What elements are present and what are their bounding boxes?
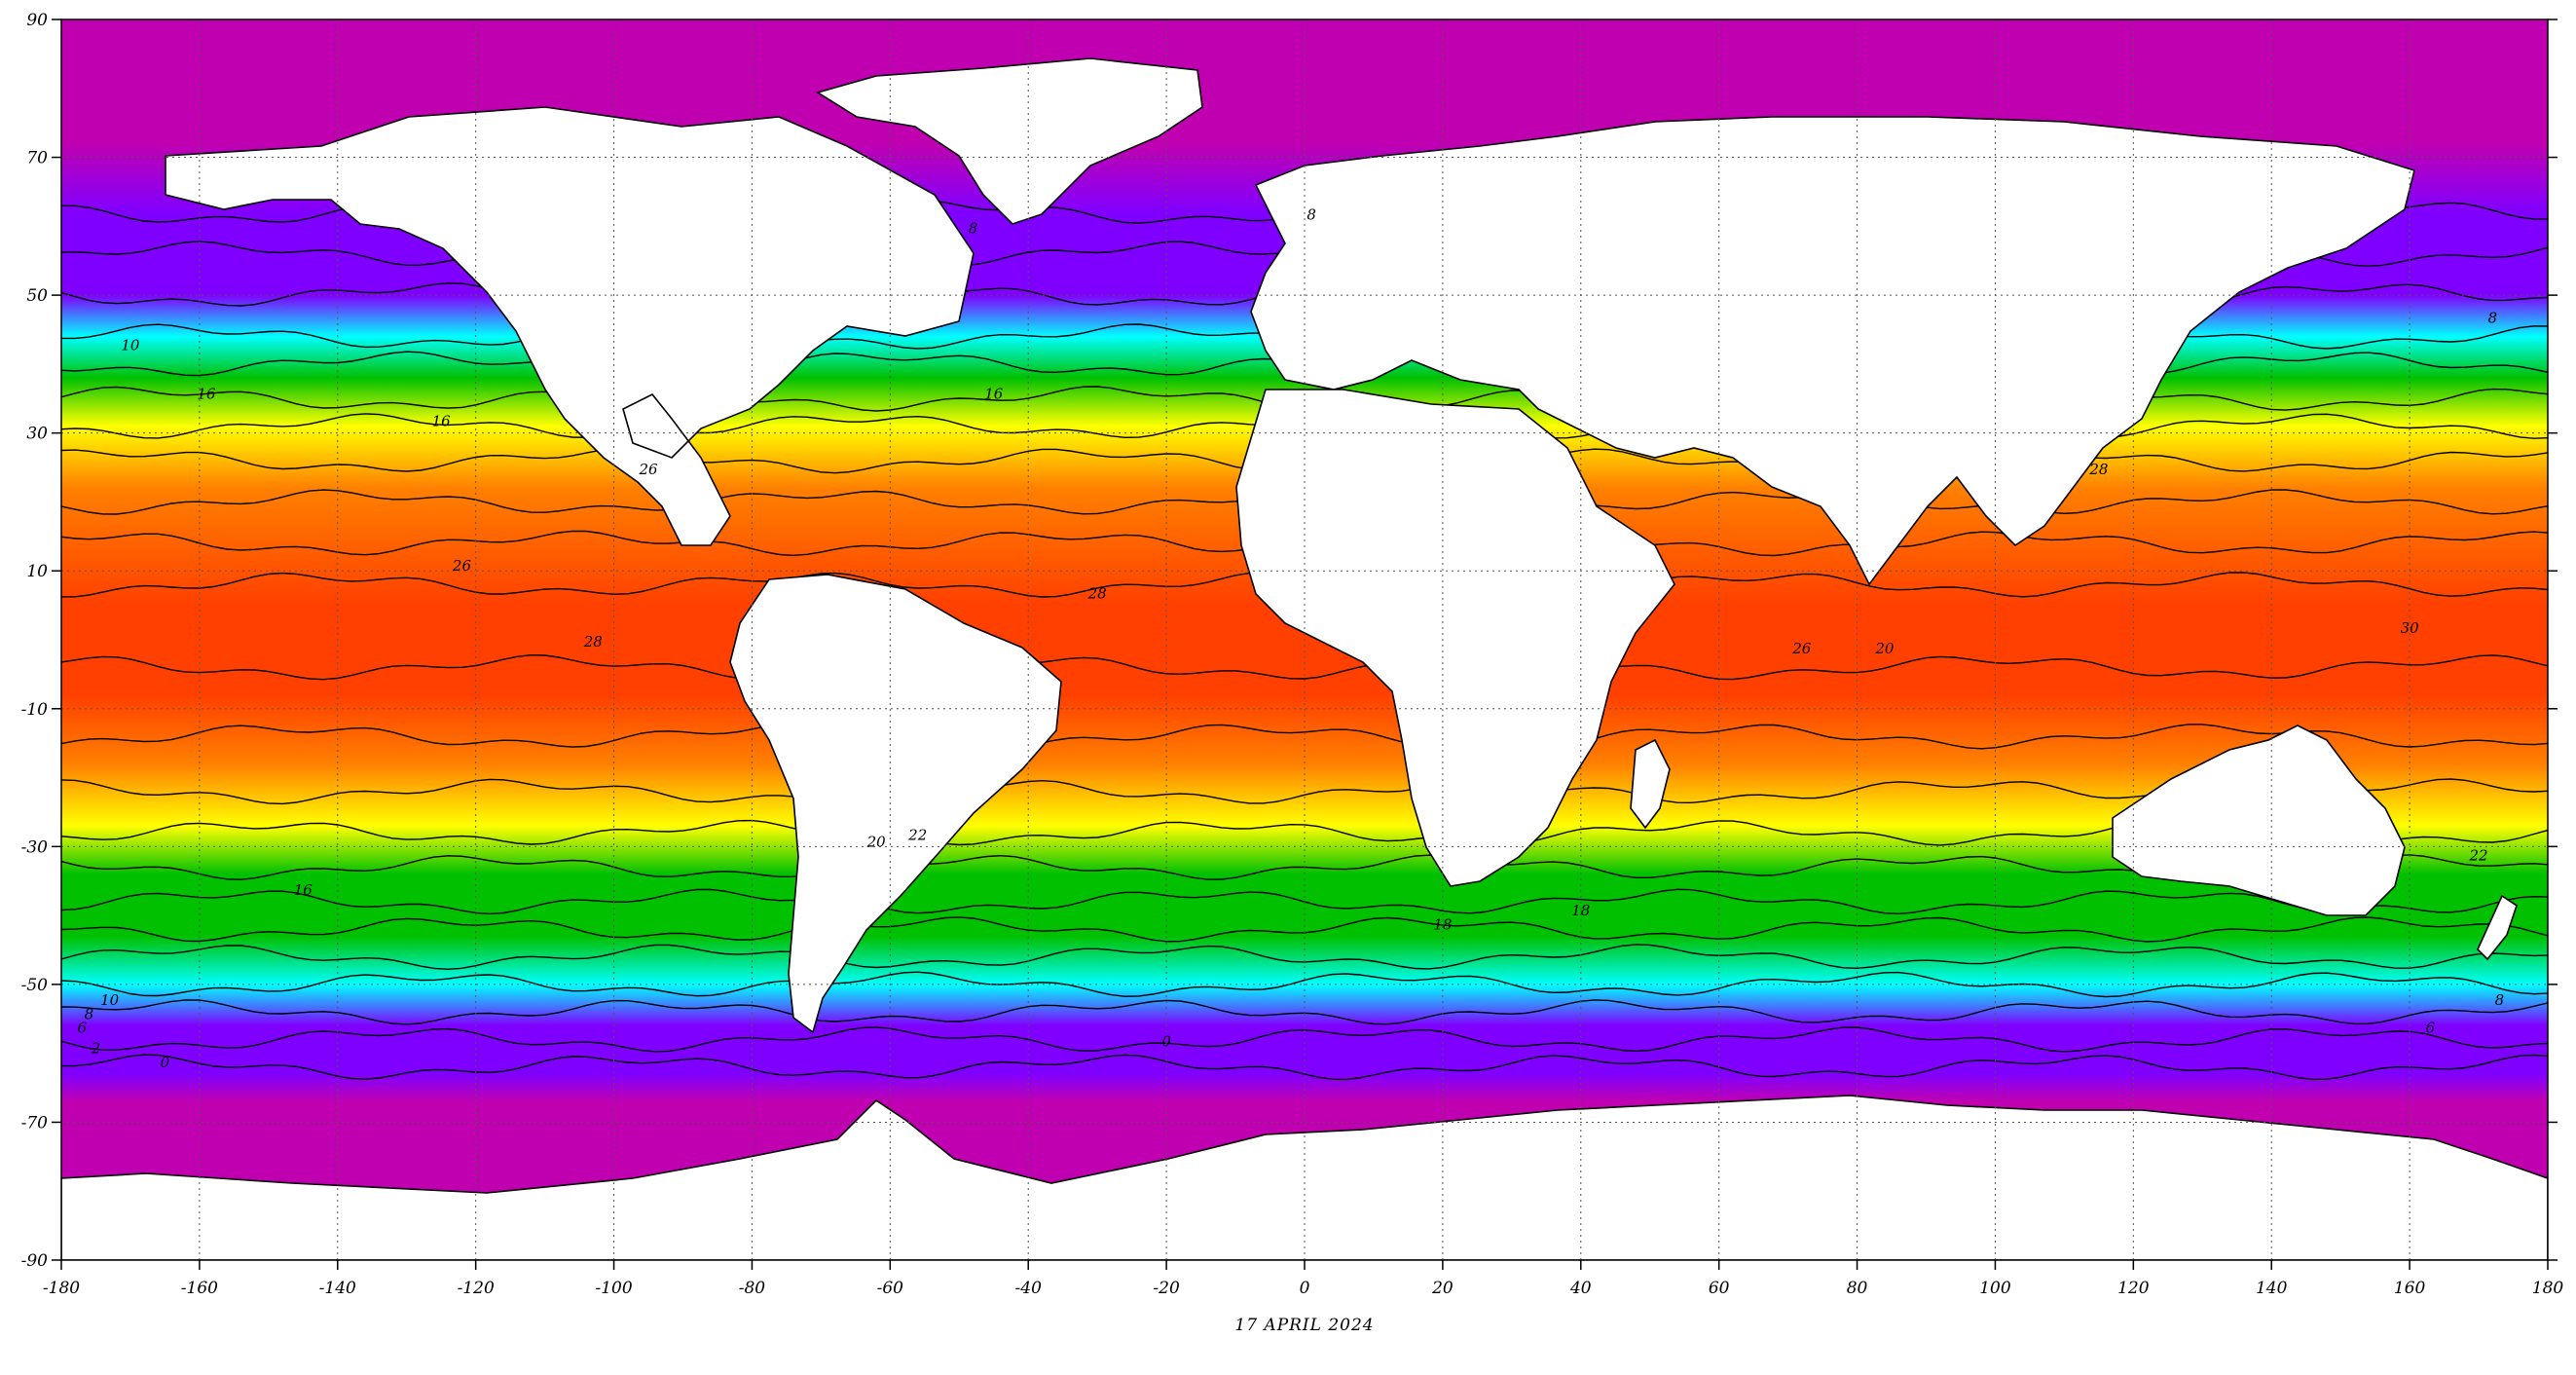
isotherm-value-label: 28 xyxy=(583,633,603,650)
x-tick-label: 80 xyxy=(1847,1279,1868,1298)
y-tick-label: -30 xyxy=(21,837,49,857)
isotherm-value-label: 0 xyxy=(1161,1033,1171,1051)
isotherm-value-label: 6 xyxy=(78,1019,88,1036)
isotherm-value-label: 16 xyxy=(294,881,313,899)
isotherm-value-label: 10 xyxy=(100,991,120,1009)
y-tick-label: -50 xyxy=(21,976,49,995)
x-tick-label: -140 xyxy=(319,1279,356,1298)
isotherm-line xyxy=(61,971,2548,998)
x-tick-label: 180 xyxy=(2532,1279,2564,1298)
isotherm-value-label: 8 xyxy=(969,219,978,237)
plot-frame xyxy=(60,19,2549,1261)
y-tick-label: 50 xyxy=(26,286,48,306)
isotherm-value-label: 8 xyxy=(85,1005,94,1022)
isotherm-value-label: 26 xyxy=(1791,640,1812,657)
y-tick-label: 30 xyxy=(26,425,48,444)
isotherm-line xyxy=(61,724,2548,750)
north-america-landmass xyxy=(165,106,975,546)
x-tick-label: -80 xyxy=(739,1279,766,1298)
y-tick-label: -10 xyxy=(21,700,49,720)
isotherm-value-label: 20 xyxy=(866,833,887,850)
australia-landmass xyxy=(2112,725,2406,916)
africa-landmass xyxy=(1235,389,1675,887)
x-tick-label: -100 xyxy=(595,1279,632,1298)
new-zealand-landmass xyxy=(2477,894,2518,961)
x-tick-label: -120 xyxy=(458,1279,495,1298)
x-tick-label: 0 xyxy=(1300,1279,1310,1298)
x-tick-label: 160 xyxy=(2394,1279,2426,1298)
isotherm-line xyxy=(61,653,2548,681)
greenland-landmass xyxy=(816,57,1203,225)
x-tick-label: 20 xyxy=(1431,1279,1454,1298)
isotherm-value-label: 18 xyxy=(1433,915,1452,933)
x-tick-label: -40 xyxy=(1015,1279,1043,1298)
y-tick-label: 70 xyxy=(26,149,48,168)
isotherm-value-label: 30 xyxy=(2401,619,2420,637)
isotherm-value-label: 8 xyxy=(2495,991,2505,1009)
isotherm-value-label: 18 xyxy=(1571,902,1590,919)
isotherm-value-label: 28 xyxy=(2088,461,2108,478)
date-label: 17 APRIL 2024 xyxy=(1234,1316,1374,1335)
x-tick-label: -20 xyxy=(1153,1279,1180,1298)
isotherm-value-label: 10 xyxy=(121,337,140,354)
isotherm-value-label: 22 xyxy=(907,826,927,843)
isotherm-value-label: 8 xyxy=(1306,205,1316,223)
isotherm-value-label: 28 xyxy=(1087,585,1107,603)
x-tick-label: -160 xyxy=(181,1279,218,1298)
eurasia-landmass xyxy=(1250,116,2415,586)
isotherm-value-label: 22 xyxy=(2469,846,2488,864)
isotherm-value-label: 26 xyxy=(638,461,658,478)
landmasses xyxy=(61,57,2548,1260)
isotherm-value-label: 6 xyxy=(2426,1019,2436,1036)
x-tick-label: -60 xyxy=(877,1279,904,1298)
y-tick-label: 90 xyxy=(26,11,48,30)
isotherm-value-label: 16 xyxy=(197,385,216,402)
x-tick-label: -180 xyxy=(43,1279,80,1298)
graticule xyxy=(61,19,2548,1260)
isotherm-value-label: 0 xyxy=(161,1054,170,1071)
y-tick-label: 10 xyxy=(26,562,48,581)
x-tick-label: 140 xyxy=(2256,1279,2288,1298)
isotherm-value-label: 20 xyxy=(1874,640,1895,657)
y-tick-label: -70 xyxy=(21,1113,49,1133)
x-tick-label: 120 xyxy=(2117,1279,2150,1298)
isotherm-value-label: 16 xyxy=(432,413,452,430)
madagascar-landmass xyxy=(1630,738,1671,830)
x-tick-label: 60 xyxy=(1709,1279,1730,1298)
axis-ticks: -180 -160 -140 -120 -100 -80 -60 -40 -20 0 20 40 60 8… xyxy=(21,11,2564,1298)
isotherm-value-label: 2 xyxy=(91,1040,101,1058)
isotherm-value-label: 26 xyxy=(452,557,472,575)
isotherm-value-label: 8 xyxy=(2487,309,2497,326)
x-tick-label: 100 xyxy=(1979,1279,2011,1298)
isotherm-value-label: 16 xyxy=(984,385,1004,402)
south-america-landmass xyxy=(729,574,1062,1034)
y-tick-label: -90 xyxy=(21,1251,49,1271)
x-tick-label: 40 xyxy=(1569,1279,1592,1298)
